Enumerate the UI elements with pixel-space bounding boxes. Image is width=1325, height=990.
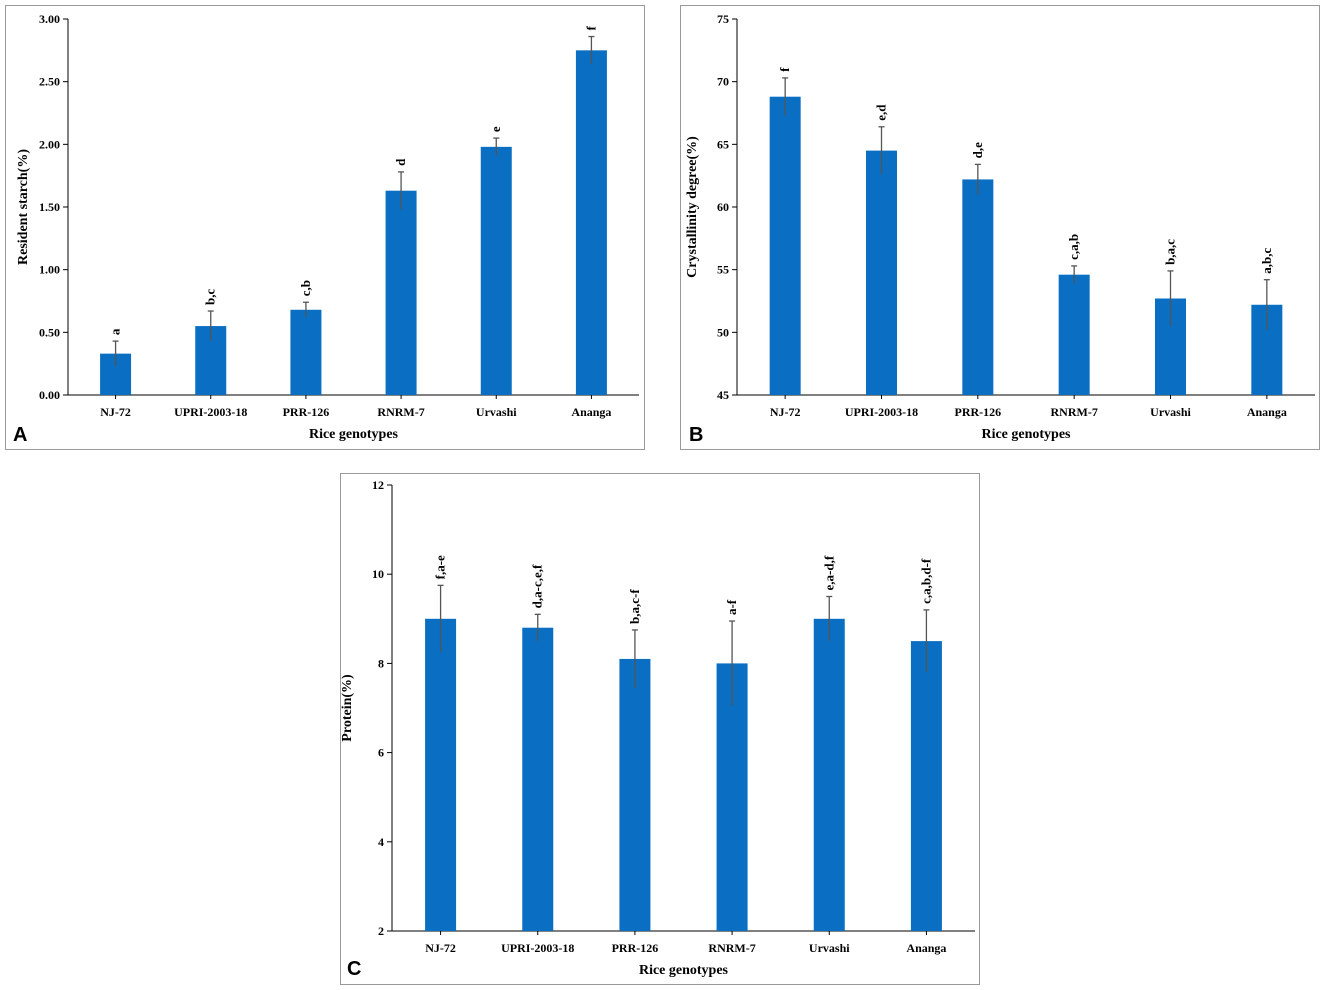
bar: [910, 641, 942, 931]
bar: [522, 627, 554, 931]
y-tick-label: 2.50: [39, 75, 60, 89]
significance-letter: d: [393, 158, 408, 166]
bar: [425, 618, 457, 931]
x-tick-label: RNRM-7: [708, 941, 755, 955]
y-axis-title: Crystallinity degree(%): [685, 136, 700, 278]
y-tick-label: 1.50: [39, 200, 60, 214]
panel-b: 45 50 55 60 65 70 75 f NJ-72 e,d UPRI-2003-18 d,e PR…: [680, 5, 1320, 450]
x-tick-label: PRR-126: [954, 405, 1001, 419]
significance-letter: f: [583, 26, 598, 31]
x-tick-label: PRR-126: [612, 941, 659, 955]
significance-letter: b,a,c-f: [627, 589, 642, 624]
bar: [769, 96, 801, 395]
x-tick-label: Ananga: [571, 405, 611, 419]
bar: [1058, 274, 1090, 395]
chart-b: 45 50 55 60 65 70 75 f NJ-72 e,d UPRI-2003-18 d,e PR…: [685, 12, 1315, 442]
bar: [619, 658, 651, 931]
significance-letter: a: [108, 328, 123, 335]
x-axis-title: Rice genotypes: [639, 963, 729, 978]
y-tick-label: 0.00: [39, 388, 60, 402]
bar: [716, 663, 748, 931]
bar: [813, 618, 845, 931]
x-axis-title: Rice genotypes: [981, 427, 1071, 442]
y-tick-label: 0.50: [39, 325, 60, 339]
bar: [480, 146, 512, 395]
y-tick-label: 55: [717, 263, 729, 277]
panel-label-c: C: [347, 958, 362, 980]
x-tick-label: UPRI-2003-18: [501, 941, 574, 955]
y-tick-label: 70: [717, 75, 729, 89]
x-tick-label: Urvashi: [809, 941, 850, 955]
y-tick-label: 3.00: [39, 12, 60, 26]
significance-letter: b,c: [203, 289, 218, 305]
significance-letter: e,a-d,f: [821, 555, 836, 590]
x-tick-label: Urvashi: [1150, 405, 1191, 419]
bar: [866, 150, 897, 395]
significance-letter: d,a-c,e,f: [530, 564, 545, 608]
x-tick-label: NJ-72: [100, 405, 131, 419]
y-tick-label: 8: [378, 656, 384, 670]
significance-letter: c,a,b: [1066, 234, 1081, 260]
x-tick-label: NJ-72: [425, 941, 456, 955]
x-tick-label: Urvashi: [476, 405, 517, 419]
significance-letter: d,e: [970, 142, 985, 158]
y-axis-title: Resident starch(%): [16, 149, 31, 265]
y-tick-label: 10: [372, 567, 384, 581]
panel-label-a: A: [13, 424, 28, 446]
chart-a: 0.00 0.50 1.00 1.50 2.00 2.50 3.00 a NJ-72 b,c UPR…: [16, 12, 639, 442]
x-axis-title: Rice genotypes: [309, 427, 399, 442]
y-tick-label: 65: [717, 137, 729, 151]
significance-letter: c,a,b,d-f: [918, 558, 933, 604]
y-tick-label: 6: [378, 746, 384, 760]
y-tick-label: 75: [717, 12, 729, 26]
significance-letter: e,d: [874, 104, 889, 121]
x-tick-label: Ananga: [1247, 405, 1287, 419]
y-tick-label: 2: [378, 924, 384, 938]
panel-c: 2 4 6 8 10 12 f,a-e NJ-72 d,a-c,e,f UPRI-2003-18 b…: [340, 473, 980, 985]
bar: [385, 190, 417, 395]
x-tick-label: PRR-126: [283, 405, 330, 419]
significance-letter: a,b,c: [1259, 247, 1274, 273]
bar: [290, 309, 322, 395]
x-tick-label: Ananga: [906, 941, 946, 955]
significance-letter: b,a,c: [1163, 239, 1178, 265]
y-tick-label: 2.00: [39, 137, 60, 151]
y-tick-label: 12: [372, 478, 384, 492]
panel-label-b: B: [689, 424, 704, 446]
y-tick-label: 4: [378, 835, 384, 849]
x-tick-label: NJ-72: [770, 405, 801, 419]
bar: [962, 179, 994, 395]
significance-letter: a-f: [724, 599, 739, 615]
x-tick-label: RNRM-7: [1051, 405, 1098, 419]
significance-letter: f: [777, 67, 792, 72]
chart-c: 2 4 6 8 10 12 f,a-e NJ-72 d,a-c,e,f UPRI-2003-18 b…: [341, 478, 975, 978]
y-tick-label: 1.00: [39, 263, 60, 277]
significance-letter: c,b: [298, 280, 313, 296]
x-tick-label: UPRI-2003-18: [845, 405, 918, 419]
significance-letter: e: [488, 126, 503, 132]
y-tick-label: 60: [717, 200, 729, 214]
y-tick-label: 50: [717, 325, 729, 339]
y-axis-title: Protein(%): [341, 674, 355, 742]
bar: [575, 50, 607, 395]
x-tick-label: RNRM-7: [377, 405, 424, 419]
y-tick-label: 45: [717, 388, 729, 402]
significance-letter: f,a-e: [433, 555, 448, 579]
x-tick-label: UPRI-2003-18: [174, 405, 247, 419]
panel-a: 0.00 0.50 1.00 1.50 2.00 2.50 3.00 a NJ-72 b,c UPR…: [5, 5, 645, 450]
